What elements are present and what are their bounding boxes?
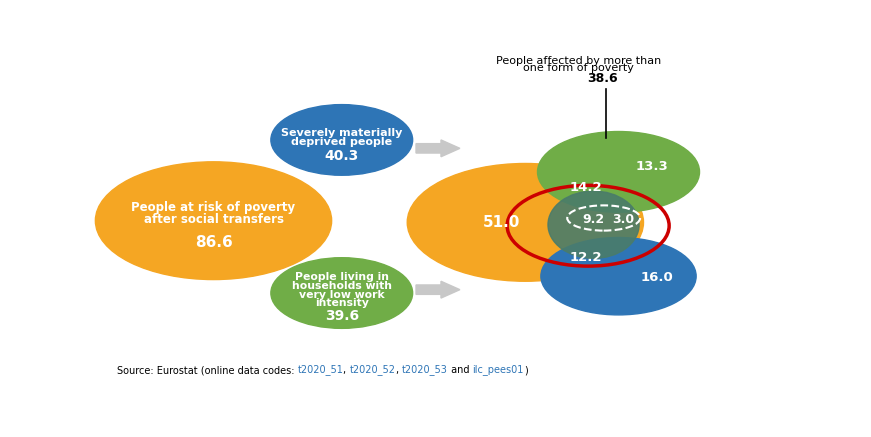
- Text: 51.0: 51.0: [483, 215, 521, 230]
- Text: People affected by more than: People affected by more than: [496, 56, 661, 66]
- Text: 40.3: 40.3: [325, 149, 359, 163]
- Text: intensity: intensity: [314, 298, 368, 308]
- Text: 38.6: 38.6: [587, 72, 618, 85]
- Text: 14.2: 14.2: [569, 180, 602, 194]
- Circle shape: [96, 162, 332, 280]
- Text: very low work: very low work: [299, 290, 385, 300]
- Text: People living in: People living in: [294, 272, 388, 282]
- Text: households with: households with: [292, 281, 392, 291]
- Circle shape: [271, 104, 413, 175]
- Text: 86.6: 86.6: [194, 235, 233, 250]
- FancyArrow shape: [416, 281, 460, 298]
- Text: People at risk of poverty: People at risk of poverty: [132, 201, 295, 214]
- Text: ilc_pees01: ilc_pees01: [472, 364, 523, 375]
- Text: Severely materially: Severely materially: [281, 128, 402, 138]
- Text: ,: ,: [395, 365, 402, 375]
- Circle shape: [408, 163, 644, 281]
- Text: and: and: [448, 365, 472, 375]
- Text: t2020_52: t2020_52: [350, 364, 395, 375]
- Text: 3.0: 3.0: [612, 213, 634, 226]
- Text: ): ): [523, 365, 528, 375]
- Text: t2020_53: t2020_53: [402, 364, 448, 375]
- Text: ,: ,: [343, 365, 350, 375]
- Text: 39.6: 39.6: [325, 309, 359, 323]
- Text: after social transfers: after social transfers: [144, 212, 283, 225]
- Circle shape: [537, 132, 699, 212]
- Text: 9.2: 9.2: [583, 213, 604, 226]
- Text: one form of poverty: one form of poverty: [523, 62, 634, 73]
- Ellipse shape: [548, 191, 639, 258]
- Text: 16.0: 16.0: [640, 271, 673, 284]
- Text: 13.3: 13.3: [636, 160, 669, 173]
- Text: t2020_51: t2020_51: [298, 364, 343, 375]
- Circle shape: [541, 238, 696, 315]
- Circle shape: [271, 258, 413, 328]
- Text: deprived people: deprived people: [291, 137, 392, 146]
- Text: Source: Eurostat (online data codes:: Source: Eurostat (online data codes:: [117, 365, 298, 375]
- FancyArrow shape: [416, 140, 460, 157]
- Text: 12.2: 12.2: [569, 251, 602, 264]
